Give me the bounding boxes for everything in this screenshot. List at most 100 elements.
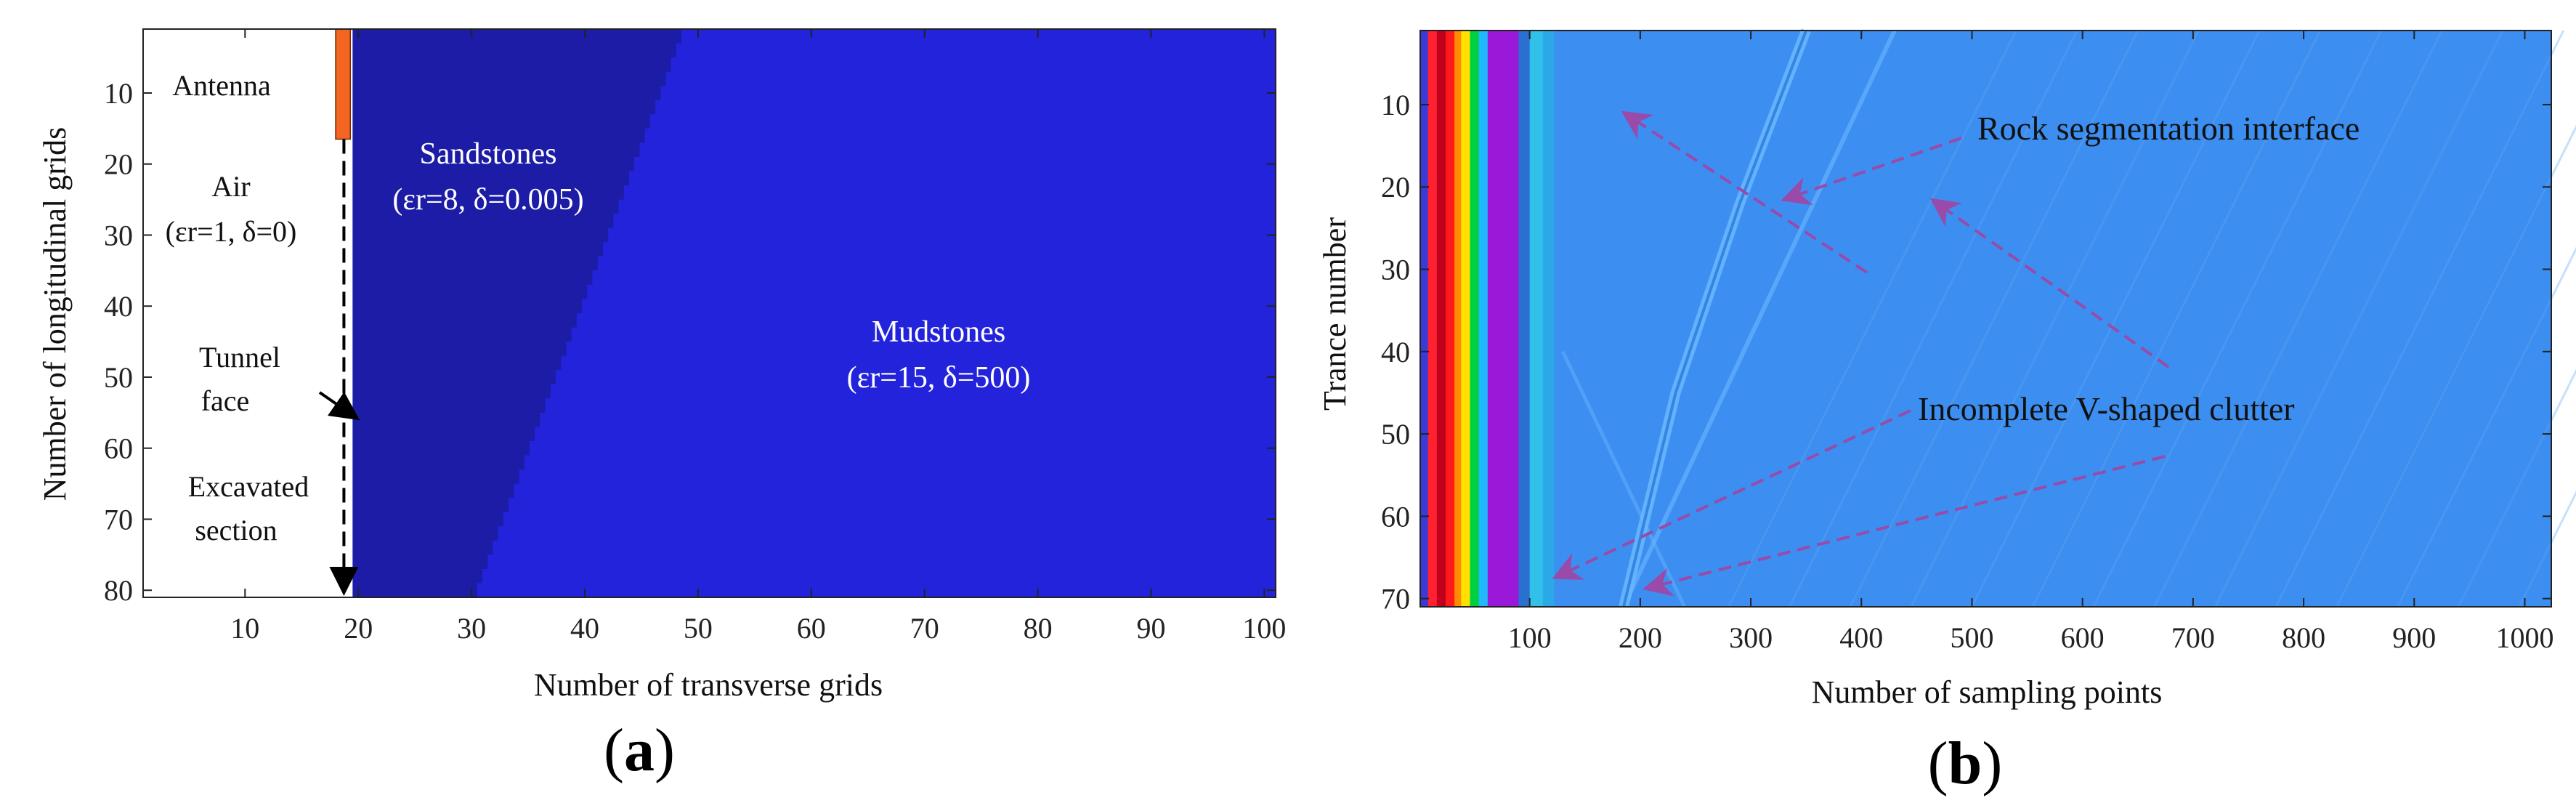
panel-b-xtick-label: 100 [1508,621,1552,654]
panel-a-xtick-label: 60 [797,612,826,645]
panel-a-label-tunnel: Tunnel [199,341,280,374]
panel-a-label-air: Air [211,170,250,203]
clutter-arrow-upper [1621,110,1868,274]
panel-b-xtick-label: 800 [2282,621,2325,654]
panel-a-label-mudstones: Mudstones [872,315,1005,349]
direct-wave-band [1427,31,1438,607]
rock-interface-trace-core [1622,30,1808,608]
panel-b-ytick-label: 70 [1381,583,1410,616]
panel-a-label-sandstones-params: (εr=8, δ=0.005) [392,183,583,217]
direct-wave-band [1529,31,1544,607]
clutter-streak [1789,30,2078,608]
direct-wave-band [1518,31,1531,607]
panel-b-ytick-label: 30 [1381,254,1410,286]
panel-a-label-excavated: Excavated [188,470,309,503]
clutter-streak [2275,30,2565,608]
panel-a-ylabel: Number of longitudinal grids [37,127,73,501]
clutter-streak [1971,30,2261,608]
panel-b-axes-frame [1419,30,2552,608]
direct-wave-band [1487,31,1519,607]
clutter-streak [1910,30,2200,608]
panel-b-heatmap: 100 200 300 400 500 600 700 800 900 1000 10 20 30 40 5… [1317,28,2576,797]
panel-b-ytick-label: 50 [1381,418,1410,451]
panel-b-label-interface: Rock segmentation interface [1977,110,2360,147]
panel-b-label-clutter: Incomplete V-shaped clutter [1918,390,2295,427]
panel-a-plot-area [143,28,1276,597]
clutter-streak [1849,30,2139,608]
panel-a-xtick-label: 80 [1024,612,1053,645]
panel-a-ytick-label: 70 [104,503,133,536]
clutter-streak [2031,30,2322,608]
panel-a-ytick-label: 60 [104,432,133,465]
clutter-arrow-lower-left [1552,409,1911,580]
panel-a-label-air-params: (εr=1, δ=0) [166,215,297,248]
panel-b-ticks: 100 200 300 400 500 600 700 800 900 1000 10 20 30 40 5… [1381,30,2553,654]
panel-a-axes-frame [142,28,1276,598]
panel-a-ytick-label: 50 [104,361,133,394]
panel-a-heatmap: 10 20 30 40 50 60 70 80 90 100 10 20 30 40 50 60 70 80 An… [37,28,1286,784]
direct-wave-band [1461,31,1470,607]
interface-arrow-left [1781,137,1962,206]
panel-a-label-antenna: Antenna [172,69,271,102]
panel-b-ytick-label: 10 [1381,89,1410,121]
clutter-arrow-lower-right [1643,455,2166,597]
clutter-streak [2336,124,2576,608]
clutter-streak [2397,246,2576,608]
panel-b-plot-area [1420,28,2576,608]
panel-b-ylabel: Trance number [1317,217,1353,411]
region-sandstones [352,29,687,597]
panel-b-ytick-label: 60 [1381,500,1410,533]
direct-wave-band [1454,31,1462,607]
direct-wave-band [1420,31,1429,607]
panel-b-xtick-label: 600 [2061,621,2105,654]
direct-wave-band [1470,31,1480,607]
panel-a-xtick-label: 100 [1242,612,1286,645]
panel-a-ytick-label: 20 [104,148,133,181]
panel-b-xtick-label: 300 [1729,621,1773,654]
interface-arrow-right [1929,198,2170,368]
clutter-streak [2153,30,2443,608]
panel-a-ytick-label: 10 [104,77,133,110]
panel-a-xtick-label: 40 [570,612,599,645]
panel-a-caption: (a) [604,717,675,784]
direct-wave-band [1478,31,1489,607]
panel-b-caption: (b) [1928,730,2003,797]
panel-b-caption-letter: b [1948,730,1982,797]
clutter-callout-arrows [1552,110,2166,597]
direct-wave-band [1542,31,1555,607]
panel-a-ytick-label: 30 [104,219,133,251]
panel-a-label-mudstones-params: (εr=15, δ=500) [847,361,1031,395]
panel-b-xtick-label: 900 [2392,621,2436,654]
panel-a-label-face: face [201,384,250,417]
interface-callout-arrows [1781,137,2170,368]
panel-b-xtick-label: 200 [1619,621,1662,654]
panel-a-xtick-label: 20 [344,612,373,645]
panel-a-label-section: section [195,514,277,546]
panel-a-label-sandstones: Sandstones [420,137,557,171]
panel-a-xtick-label: 90 [1137,612,1166,645]
clutter-streak [2457,368,2576,608]
tunnel-face-arrow [318,391,360,421]
panel-b-ytick-label: 40 [1381,336,1410,368]
panel-b-xtick-label: 700 [2171,621,2215,654]
panel-b-ytick-label: 20 [1381,171,1410,203]
panel-a-caption-letter: a [624,717,655,784]
panel-a-ytick-label: 40 [104,290,133,323]
v-clutter-arm [1621,29,1897,608]
clutter-streak [2214,30,2504,608]
panel-b-xtick-label: 400 [1839,621,1883,654]
direct-wave-band [1436,31,1446,607]
panel-a-xtick-label: 50 [684,612,713,645]
direct-wave-band [1446,31,1455,607]
panel-a-xtick-label: 10 [230,612,259,645]
panel-b-background [1420,31,2551,607]
v-clutter-arm [1561,350,1687,608]
clutter-streak [2518,491,2576,608]
panel-a-ytick-label: 80 [104,574,133,607]
clutter-streak [2092,30,2382,608]
panel-a-xtick-label: 70 [910,612,939,645]
panel-a-ticks: 10 20 30 40 50 60 70 80 90 100 10 20 30 40 50 60 70 80 [104,28,1286,645]
panel-b-xtick-label: 500 [1950,621,1993,654]
panel-a-xlabel: Number of transverse grids [534,667,883,703]
